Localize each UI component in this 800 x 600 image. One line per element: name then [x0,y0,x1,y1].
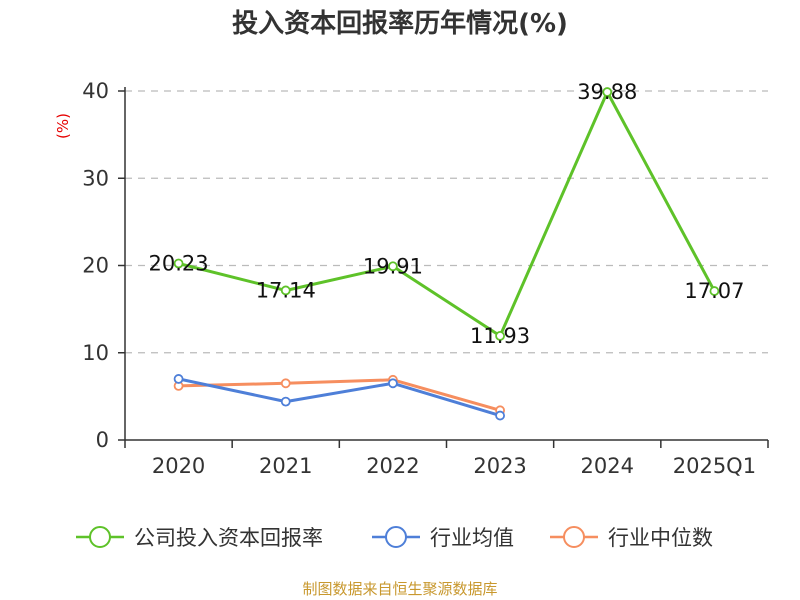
series-line-0 [178,90,716,338]
series-line-2 [178,378,501,412]
data-label-2: 19.91 [363,254,423,278]
data-point-0-3 [495,331,505,341]
data-point-0-2 [388,261,398,272]
data-point-1-3 [495,410,505,421]
legend-label-2: 行业中位数 [608,526,713,550]
y-tick-label-40: 40 [82,79,109,103]
y-tick-label-0: 0 [96,428,109,452]
data-label-5: 17.07 [684,279,744,303]
data-point-0-4 [602,87,613,97]
data-point-0-5 [709,286,720,296]
legend-item-0: 公司投入资本回报率 [76,526,323,550]
legend: 公司投入资本回报率 行业均值 行业中位数 [76,526,713,550]
y-tick-label-20: 20 [82,254,109,278]
legend-item-2: 行业中位数 [550,526,713,550]
data-label-0: 20.23 [149,251,209,275]
data-label-4: 39.88 [577,80,637,104]
legend-label-1: 行业均值 [430,526,514,550]
x-tick-label-2023: 2023 [473,454,526,478]
legend-marker-2 [563,526,585,548]
x-tick-label-2022: 2022 [366,454,419,478]
x-tick-label-2024: 2024 [581,454,634,478]
data-labels: 20.23 17.14 19.91 11.93 39.88 17.07 [149,80,745,348]
data-point-2-1 [280,378,291,389]
grid-lines [125,90,768,354]
y-tick-label-30: 30 [82,166,109,190]
data-label-3: 11.93 [470,324,530,348]
legend-item-1: 行业均值 [372,526,514,550]
series-lines [173,87,720,421]
x-tick-label-2021: 2021 [259,454,312,478]
data-point-0-0 [173,258,184,269]
data-point-1-2 [388,378,398,389]
data-point-0-1 [280,285,291,296]
data-point-1-1 [280,396,291,407]
legend-marker-0 [89,526,111,548]
axes: 0 10 20 30 40 2020 2021 2022 2023 2024 2025Q1 [82,79,769,478]
y-tick-label-10: 10 [82,341,109,365]
legend-label-0: 公司投入资本回报率 [134,526,323,550]
legend-marker-1 [385,526,407,548]
data-point-1-0 [173,374,184,384]
source-note: 制图数据来自恒生聚源数据库 [302,580,497,598]
data-label-1: 17.14 [256,278,316,302]
chart-title: 投入资本回报率历年情况(%) [232,8,568,39]
x-tick-label-2020: 2020 [152,454,205,478]
series-line-1 [178,377,501,418]
x-tick-label-2025Q1: 2025Q1 [673,454,756,478]
y-axis-label: (%) [54,113,72,139]
